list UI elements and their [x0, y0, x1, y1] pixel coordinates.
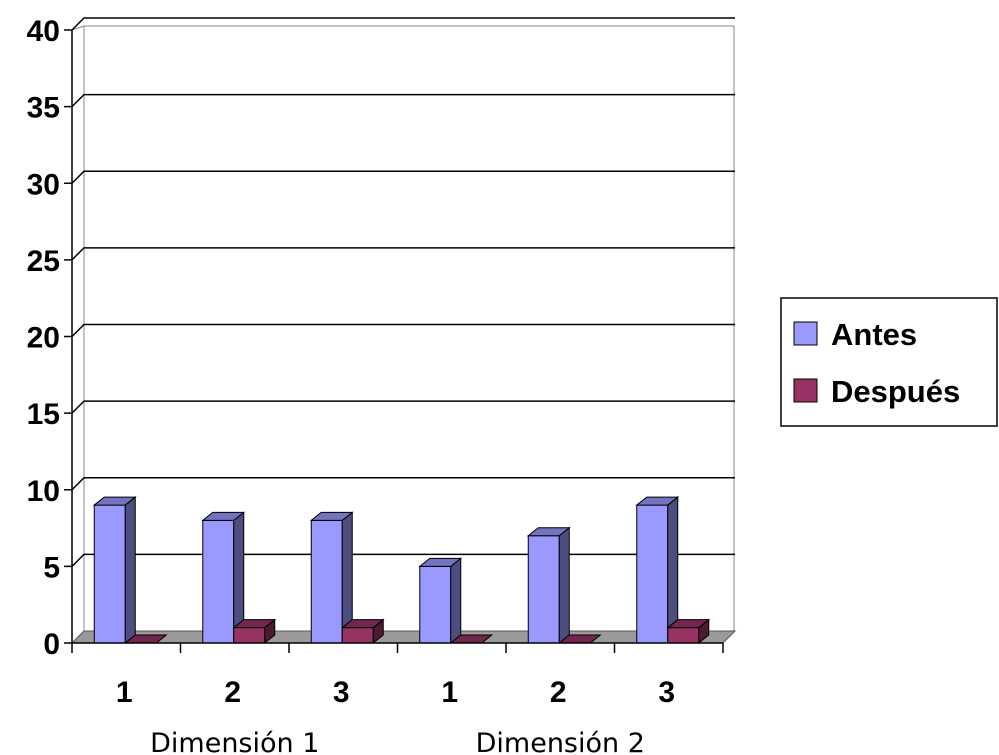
bar-antes-3: [309, 511, 354, 645]
y-tick-label: 15: [27, 398, 60, 431]
x-tick-label: 1: [441, 676, 458, 709]
gridline: [71, 477, 735, 491]
legend-label: Después: [831, 374, 960, 409]
bar-antes-4: [418, 557, 463, 645]
x-tick-label: 1: [116, 676, 133, 709]
legend-item-antes: Antes: [793, 317, 917, 352]
plot-area: [71, 25, 735, 645]
legend-item-después: Después: [793, 374, 960, 409]
gridline: [71, 170, 735, 184]
bar-antes-2: [201, 511, 246, 645]
x-axis-group-labels: Dimensión 1 Dimensión 2: [150, 728, 645, 755]
x-tick-label: 3: [333, 676, 350, 709]
legend-swatch: [793, 378, 818, 403]
y-tick-label: 40: [27, 15, 60, 48]
legend-label: Antes: [831, 317, 917, 352]
legend: Antes Después: [780, 297, 998, 427]
bar-antes-5: [526, 526, 571, 645]
bar-antes-1: [92, 496, 137, 645]
x-tick-label: 2: [550, 676, 567, 709]
bar-después-3: [340, 618, 385, 645]
bar-después-2: [232, 618, 277, 645]
chart-floor: [70, 630, 737, 644]
y-tick-label: 20: [27, 322, 60, 355]
gridline: [71, 247, 735, 261]
x-axis-tick-labels: 1 2 3 1 2 3: [116, 676, 675, 709]
y-tick-label: 30: [27, 168, 60, 201]
gridline: [71, 93, 735, 108]
bar-después-5: [557, 634, 602, 644]
gridline: [71, 553, 735, 567]
legend-box: [780, 297, 998, 427]
x-tick-label: 2: [224, 676, 241, 709]
y-axis-tick-labels: 0 5 10 15 20 25 30 35 40: [27, 15, 60, 661]
axes: [64, 29, 724, 653]
legend-swatch: [793, 321, 818, 346]
gridlines: [71, 17, 735, 567]
group-label: Dimensión 2: [476, 728, 645, 755]
gridline: [71, 323, 735, 338]
y-tick-label: 0: [43, 628, 60, 661]
gridline: [71, 400, 735, 414]
group-label: Dimensión 1: [150, 728, 319, 755]
gridline: [71, 17, 735, 31]
bar-después-6: [666, 618, 711, 645]
floor-plane: [70, 630, 737, 644]
y-tick-label: 10: [27, 475, 60, 508]
y-tick-label: 25: [27, 245, 60, 278]
y-tick-label: 5: [43, 551, 60, 584]
x-tick-label: 3: [658, 676, 675, 709]
y-tick-label: 35: [27, 92, 60, 125]
bars: [92, 496, 711, 645]
back-wall: [83, 25, 735, 632]
bar-antes-6: [635, 496, 680, 645]
